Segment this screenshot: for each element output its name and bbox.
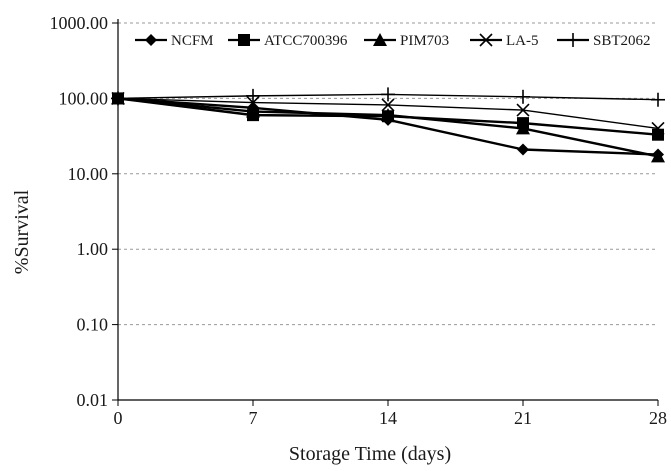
data-point-sbt2062 [651,92,665,107]
legend-label: ATCC700396 [264,33,348,49]
marker-stroke [381,98,395,112]
y-tick-label: 1000.00 [50,13,109,33]
legend-label: NCFM [171,33,214,49]
data-point-sbt2062 [516,89,530,104]
data-point-pim703 [651,149,665,163]
legend-marker [238,34,250,46]
x-tick-label: 28 [649,408,667,428]
data-point-la-5 [516,103,530,117]
legend-marker [479,33,493,47]
axes: 0.01 0.10 1.00 10.00 100.00 1000.00 0 7 14 21 28 [50,13,668,428]
data-point-sbt2062 [246,88,260,103]
marker-stroke [516,103,530,117]
series-ncfm [112,92,664,161]
legend-marker [145,34,157,46]
marker-stroke [479,33,493,47]
legend-label: PIM703 [400,33,449,49]
data-point-pim703 [516,121,530,135]
x-axis-title: Storage Time (days) [289,443,451,465]
data-point-ncfm [517,143,529,156]
y-tick-label: 100.00 [59,88,109,108]
legend-item-pim703: PIM703 [364,33,449,49]
data-point-sbt2062 [381,87,395,102]
x-tick-label: 14 [379,408,397,428]
legend-label: LA-5 [506,33,539,49]
x-tick-label: 7 [249,408,258,428]
legend-marker [373,33,387,46]
x-tick-label: 21 [514,408,532,428]
data-point-la-5 [651,121,665,135]
marker-stroke [651,121,665,135]
y-tick-label: 1.00 [77,239,109,259]
legend-item-la-5: LA-5 [470,33,539,49]
legend-label: SBT2062 [593,33,651,49]
y-tick-label: 10.00 [68,164,109,184]
series-sbt2062 [111,87,665,107]
y-axis-title: %Survival [11,189,33,274]
legend: NCFM ATCC700396 PIM703 LA-5 SBT2062 [135,33,651,49]
data-point-pim703 [246,104,260,118]
legend-marker [566,33,580,47]
data-point-atcc700396 [652,128,664,141]
legend-item-atcc700396: ATCC700396 [228,33,348,49]
grid-lines [118,22,658,326]
x-tick-label: 0 [114,408,123,428]
series-lines [111,87,665,163]
data-point-sbt2062 [111,91,125,106]
y-tick-label: 0.01 [77,390,109,410]
series-la-5 [111,91,665,135]
y-tick-label: 0.10 [77,315,109,335]
data-point-la-5 [381,98,395,112]
data-point-pim703 [381,108,395,122]
legend-item-ncfm: NCFM [135,33,214,49]
legend-item-sbt2062: SBT2062 [557,33,651,49]
